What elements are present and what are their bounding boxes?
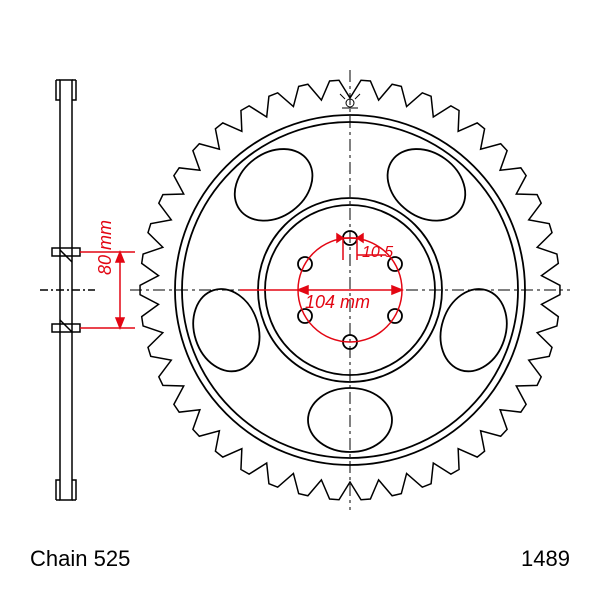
diagram-svg bbox=[0, 0, 600, 600]
sprocket-front bbox=[130, 70, 570, 510]
logo-mark bbox=[340, 93, 360, 108]
side-profile bbox=[40, 80, 95, 500]
dim-10.5-label: 10.5 bbox=[362, 244, 393, 262]
part-number-label: 1489 bbox=[521, 546, 570, 572]
sprocket-diagram: 80 mm 104 mm 10.5 Chain 525 1489 bbox=[0, 0, 600, 600]
dim-104mm-label: 104 mm bbox=[305, 292, 370, 313]
dim-80mm-label: 80 mm bbox=[95, 220, 116, 275]
chain-spec-label: Chain 525 bbox=[30, 546, 130, 572]
